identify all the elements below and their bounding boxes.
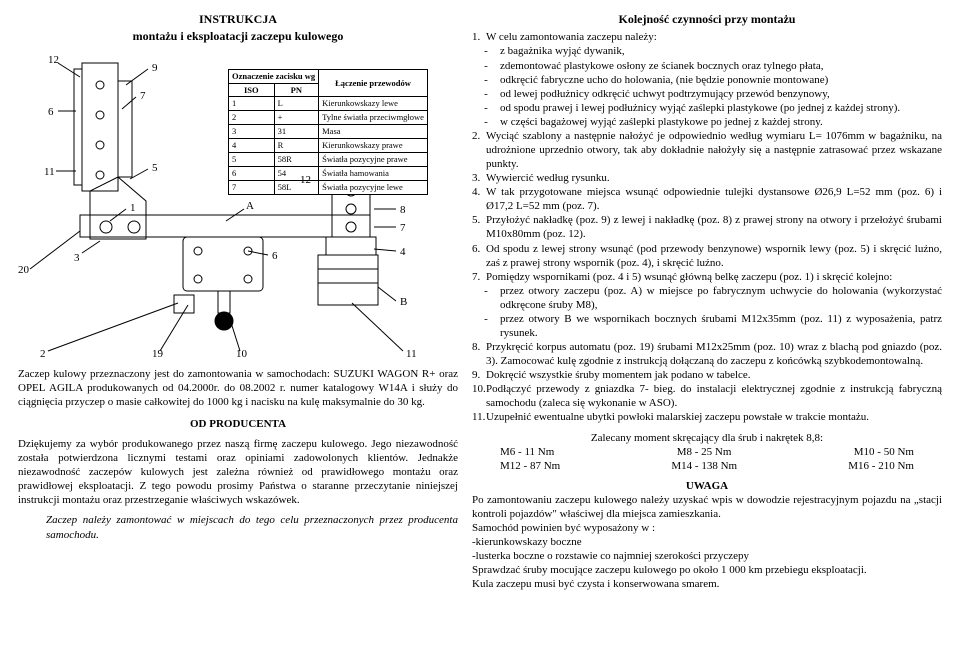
callout: 19 bbox=[152, 347, 163, 361]
table-row: 758LŚwiatła pozycyjne lewe bbox=[229, 180, 428, 194]
wt-hdr-left: Oznaczenie zacisku wg bbox=[229, 69, 319, 83]
right-col-title: Kolejność czynności przy montażu bbox=[472, 12, 942, 27]
step-7-sub: -przez otwory zaczepu (poz. A) w miejsce… bbox=[472, 284, 942, 312]
closing-italic: Zaczep należy zamontować w miejscach do … bbox=[18, 513, 458, 541]
diagram-area: Oznaczenie zacisku wg Łączenie przewodów… bbox=[18, 51, 458, 361]
torque-title: Zalecany moment skręcający dla śrub i na… bbox=[472, 431, 942, 445]
left-column: INSTRUKCJA montażu i eksploatacji zaczep… bbox=[18, 12, 458, 646]
table-row: 558RŚwiatła pozycyjne prawe bbox=[229, 152, 428, 166]
callout: 3 bbox=[74, 251, 80, 265]
step-1-sub: -od spodu prawej i lewej podłużnicy wyją… bbox=[472, 101, 942, 115]
step-8: 8.Przykręcić korpus automatu (poz. 19) ś… bbox=[472, 340, 942, 368]
right-column: Kolejność czynności przy montażu 1.W cel… bbox=[472, 12, 942, 646]
torque-section: Zalecany moment skręcający dla śrub i na… bbox=[472, 431, 942, 473]
step-7: 7.Pomiędzy wspornikami (poz. 4 i 5) wsun… bbox=[472, 270, 942, 284]
table-row: 654Światła hamowania bbox=[229, 166, 428, 180]
step-5: 5.Przyłożyć nakładkę (poz. 9) z lewej i … bbox=[472, 213, 942, 241]
step-10: 10.Podłączyć przewody z gniazdka 7- bieg… bbox=[472, 382, 942, 410]
callout: 6 bbox=[272, 249, 278, 263]
torque-row: M6 - 11 NmM8 - 25 NmM10 - 50 Nm bbox=[472, 445, 942, 459]
uwaga-body: Po zamontowaniu zaczepu kulowego należy … bbox=[472, 493, 942, 592]
step-1-sub: -w części bagażowej wyjąć zaślepki plast… bbox=[472, 115, 942, 129]
step-6: 6.Od spodu z lewej strony wsunąć (pod pr… bbox=[472, 242, 942, 270]
od-producenta-body: Dziękujemy za wybór produkowanego przez … bbox=[18, 437, 458, 507]
torque-row: M12 - 87 NmM14 - 138 NmM16 - 210 Nm bbox=[472, 459, 942, 473]
step-1-sub: -z bagażnika wyjąć dywanik, bbox=[472, 44, 942, 58]
wt-sub-pn: PN bbox=[274, 83, 319, 97]
uwaga-title: UWAGA bbox=[472, 479, 942, 493]
fitment-paragraph: Zaczep kulowy przeznaczony jest do zamon… bbox=[18, 367, 458, 409]
doc-title-1: INSTRUKCJA bbox=[18, 12, 458, 27]
callout: 10 bbox=[236, 347, 247, 361]
step-3: 3.Wywiercić według rysunku. bbox=[472, 171, 942, 185]
step-7-sub: -przez otwory B we wspornikach bocznych … bbox=[472, 312, 942, 340]
step-4: 4.W tak przygotowane miejsca wsunąć odpo… bbox=[472, 185, 942, 213]
table-row: 1LKierunkowskazy lewe bbox=[229, 97, 428, 111]
wt-hdr-right: Łączenie przewodów bbox=[319, 69, 428, 97]
callout: 2 bbox=[40, 347, 46, 361]
step-1-sub: -od lewej podłużnicy odkręcić uchwyt pod… bbox=[472, 87, 942, 101]
callout: 20 bbox=[18, 263, 29, 277]
callout: 12 bbox=[48, 53, 59, 67]
callout: 7 bbox=[400, 221, 406, 235]
od-producenta-title: OD PRODUCENTA bbox=[18, 417, 458, 431]
callout: 7 bbox=[140, 89, 146, 103]
table-row: 2+Tylne światła przeciwmgłowe bbox=[229, 111, 428, 125]
callout: B bbox=[400, 295, 407, 309]
step-1: 1.W celu zamontowania zaczepu należy: bbox=[472, 30, 942, 44]
doc-title-2: montażu i eksploatacji zaczepu kulowego bbox=[18, 29, 458, 44]
callout: A bbox=[246, 199, 254, 213]
callout: 8 bbox=[400, 203, 406, 217]
step-1-sub: -odkręcić fabryczne ucho do holowania, (… bbox=[472, 73, 942, 87]
step-1-sub: -zdemontować plastykowe osłony ze ściane… bbox=[472, 59, 942, 73]
wiring-table: Oznaczenie zacisku wg Łączenie przewodów… bbox=[228, 69, 428, 195]
step-2: 2.Wyciąć szablony a następnie nałożyć je… bbox=[472, 129, 942, 171]
callout: 1 bbox=[130, 201, 136, 215]
callout: 5 bbox=[152, 161, 158, 175]
table-row: 331Masa bbox=[229, 125, 428, 139]
callout: 4 bbox=[400, 245, 406, 259]
callout: 12 bbox=[300, 173, 311, 187]
step-11: 11.Uzupełnić ewentualne ubytki powłoki m… bbox=[472, 410, 942, 424]
callout: 11 bbox=[44, 165, 55, 179]
step-9: 9.Dokręcić wszystkie śruby momentem jak … bbox=[472, 368, 942, 382]
table-row: 4RKierunkowskazy prawe bbox=[229, 139, 428, 153]
callout: 11 bbox=[406, 347, 417, 361]
callout: 9 bbox=[152, 61, 158, 75]
callout: 6 bbox=[48, 105, 54, 119]
wt-sub-iso: ISO bbox=[229, 83, 275, 97]
